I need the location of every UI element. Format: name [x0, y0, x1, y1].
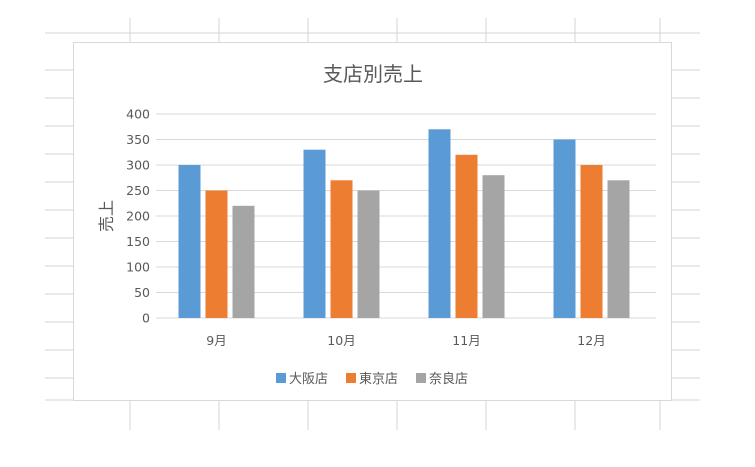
- bar: [553, 139, 576, 318]
- y-tick-label: 250: [126, 183, 150, 198]
- y-tick-label: 100: [126, 260, 150, 275]
- bar: [357, 190, 380, 318]
- legend-swatch: [276, 373, 286, 383]
- y-tick-label: 50: [134, 285, 150, 300]
- bar: [580, 165, 603, 318]
- x-tick-label: 9月: [206, 333, 226, 348]
- bar: [330, 180, 353, 318]
- legend-label: 奈良店: [429, 371, 468, 387]
- bar: [303, 149, 326, 318]
- legend-swatch: [346, 373, 356, 383]
- x-tick-label: 10月: [327, 333, 355, 348]
- bar: [232, 205, 255, 318]
- legend-label: 東京店: [359, 371, 398, 387]
- chart-area[interactable]: 支店別売上 売上 0 50 100 150 200 250 300 350 400 9月 10月 1…: [73, 42, 672, 401]
- y-tick-label: 300: [126, 158, 150, 173]
- bar: [205, 190, 228, 318]
- bar: [178, 165, 201, 318]
- legend-label: 大阪店: [289, 372, 328, 387]
- y-tick-label: 200: [126, 209, 150, 224]
- bar: [482, 175, 505, 318]
- bar: [455, 154, 478, 318]
- bars: [178, 129, 630, 318]
- bar: [428, 129, 451, 318]
- bar: [607, 180, 630, 318]
- y-tick-label: 150: [126, 234, 150, 249]
- y-tick-label: 400: [126, 107, 150, 122]
- chart-title: 支店別売上: [323, 62, 423, 86]
- x-axis-ticks: 9月 10月 11月 12月: [206, 333, 605, 348]
- y-tick-label: 350: [126, 132, 150, 147]
- x-tick-label: 11月: [452, 333, 480, 348]
- legend-swatch: [416, 373, 426, 383]
- y-axis-ticks: 0 50 100 150 200 250 300 350 400: [126, 107, 150, 326]
- x-tick-label: 12月: [577, 333, 605, 348]
- y-axis-title: 売上: [97, 200, 116, 232]
- bar-chart: 支店別売上 売上 0 50 100 150 200 250 300 350 400 9月 10月 1…: [97, 62, 656, 387]
- legend: 大阪店 東京店 奈良店: [276, 371, 468, 387]
- y-tick-label: 0: [142, 311, 150, 326]
